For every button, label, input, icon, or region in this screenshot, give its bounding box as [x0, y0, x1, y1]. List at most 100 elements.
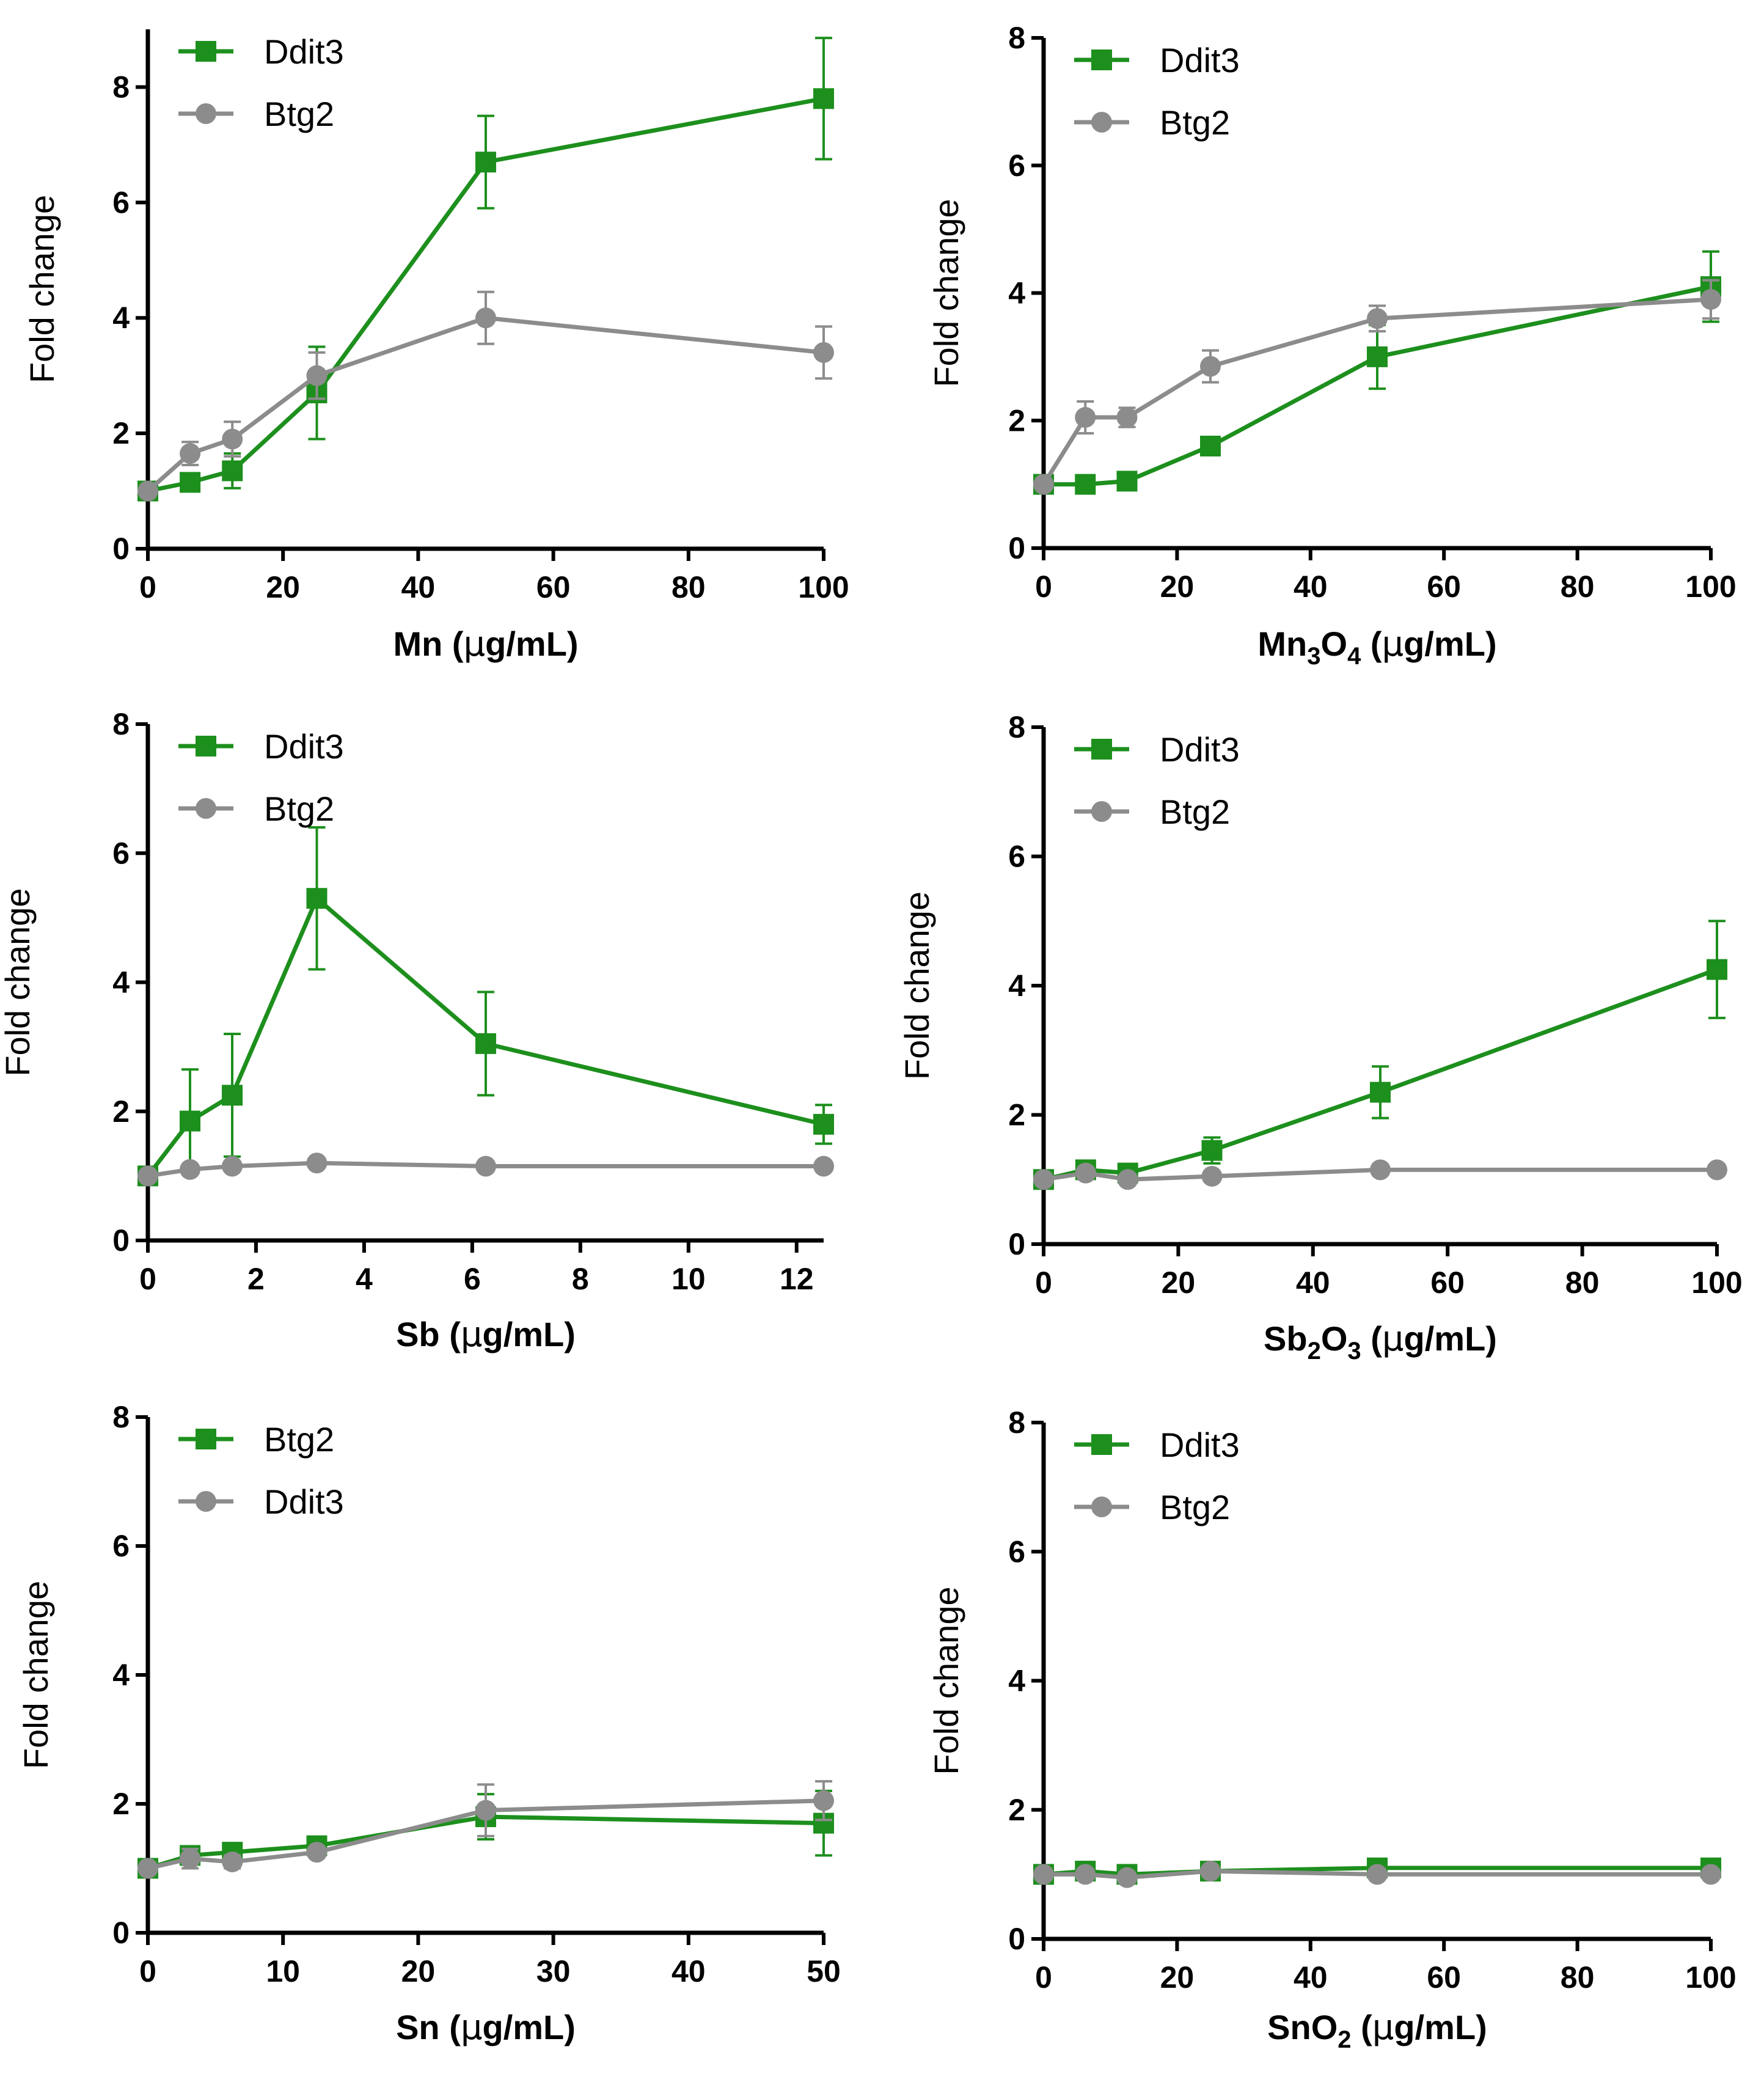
y-tick-label: 4: [1008, 1664, 1025, 1698]
legend-label: Ddit3: [264, 727, 344, 766]
x-axis-title-part: 2: [1338, 2026, 1351, 2053]
legend-label: Ddit3: [1160, 1426, 1240, 1464]
x-tick-label: 40: [1294, 570, 1328, 604]
legend-marker-circle: [1091, 112, 1112, 133]
x-tick-label: 20: [1162, 1266, 1196, 1300]
data-point-circle: [475, 1156, 496, 1177]
x-axis-title-part: (: [1361, 1319, 1383, 1358]
x-tick-label: 2: [247, 1262, 265, 1296]
x-tick-label: 80: [1565, 1266, 1600, 1300]
x-tick-label: 0: [1035, 1960, 1052, 1995]
legend-label: Btg2: [264, 1420, 334, 1459]
x-tick-label: 0: [139, 570, 156, 604]
y-tick-label: 2: [112, 1787, 130, 1821]
data-point-circle: [1116, 407, 1138, 428]
legend-marker-square: [196, 41, 216, 62]
data-point-square: [813, 1113, 834, 1135]
data-point-circle: [1367, 308, 1388, 329]
x-axis-title: Sn (μg/mL): [396, 2008, 576, 2048]
y-tick-label: 6: [1008, 148, 1025, 183]
data-point-circle: [1033, 474, 1054, 495]
y-tick-label: 0: [112, 1223, 130, 1258]
legend-marker-square: [196, 736, 216, 756]
legend-marker-circle: [1091, 1496, 1112, 1517]
data-point-circle: [813, 1790, 834, 1811]
x-axis-title-part: μ: [1382, 1319, 1404, 1359]
series-line: [1042, 297, 1711, 486]
y-tick-label: 2: [1008, 403, 1025, 438]
x-axis-title-part: g/mL): [482, 1315, 575, 1354]
data-point-square: [1707, 959, 1727, 980]
x-tick-label: 0: [1035, 570, 1052, 604]
data-point-circle: [1700, 288, 1721, 310]
legend-marker-square: [1091, 1434, 1112, 1455]
x-axis-title: Mn3O4 (μg/mL): [1257, 625, 1496, 670]
x-axis-title-part: g/mL): [485, 625, 578, 663]
y-tick-label: 2: [1008, 1098, 1025, 1132]
y-tick-label: 0: [1008, 1922, 1025, 1956]
x-axis-title: SnO2 (μg/mL): [1267, 2008, 1487, 2053]
y-tick-label: 6: [112, 1529, 130, 1563]
chart-panel-5: 0 2 4 6 8 0 10 20 30 40 50 Fold change Sn (μg/mL) Btg…: [16, 1400, 841, 2048]
x-axis-title: Sb2O3 (μg/mL): [1264, 1319, 1497, 1365]
legend-marker-square: [196, 1429, 216, 1449]
y-tick-label: 4: [1008, 276, 1025, 310]
chart-panel-3: 0 2 4 6 8 0 2 4 6 8 10 12 Fold change Sb (μg/mL) Ddit3…: [0, 707, 834, 1355]
data-point-circle: [1707, 1159, 1727, 1181]
x-axis-title-part: Sb: [1264, 1319, 1308, 1358]
data-point-circle: [137, 480, 158, 502]
legend-marker-circle: [1091, 801, 1112, 822]
data-point-square: [222, 1085, 243, 1106]
data-point-square: [180, 1110, 201, 1132]
series-btg2: [137, 1152, 834, 1187]
legend-label: Ddit3: [1160, 41, 1240, 79]
data-point-circle: [1370, 1159, 1391, 1181]
y-tick-label: 2: [112, 416, 130, 450]
x-axis-title-part: Sn (: [396, 2008, 461, 2046]
data-point-circle: [180, 1159, 201, 1180]
data-point-square: [475, 152, 496, 173]
series-ddit3: [1033, 250, 1721, 495]
y-axis-title: Fold change: [23, 195, 61, 383]
y-tick-label: 0: [112, 532, 130, 566]
x-tick-label: 10: [266, 1954, 300, 1988]
x-axis-title-part: 3: [1307, 643, 1320, 670]
x-tick-label: 50: [807, 1954, 841, 1988]
data-point-square: [1075, 474, 1096, 495]
data-point-circle: [306, 365, 328, 386]
x-axis-title-part: (: [1352, 2008, 1373, 2046]
y-tick-label: 8: [1008, 710, 1025, 744]
data-point-square: [180, 472, 201, 493]
legend-label: Btg2: [1160, 103, 1230, 142]
data-point-circle: [1117, 1169, 1138, 1190]
y-axis-title: Fold change: [927, 199, 965, 387]
x-axis-title-part: 2: [1308, 1338, 1321, 1365]
y-tick-label: 4: [112, 301, 130, 335]
y-tick-label: 0: [1008, 1227, 1025, 1261]
data-point-circle: [137, 1858, 158, 1879]
x-tick-label: 100: [1691, 1266, 1742, 1300]
data-point-circle: [475, 307, 496, 329]
legend-label: Ddit3: [264, 1482, 344, 1521]
x-tick-label: 6: [464, 1262, 481, 1296]
x-axis-title-part: O: [1321, 625, 1348, 663]
x-tick-label: 80: [672, 570, 706, 604]
y-tick-label: 4: [112, 1658, 130, 1692]
data-point-circle: [306, 1842, 328, 1863]
data-point-circle: [222, 1156, 243, 1177]
y-tick-label: 0: [112, 1916, 130, 1950]
x-tick-label: 40: [1294, 1960, 1328, 1995]
x-tick-label: 12: [780, 1262, 814, 1296]
y-tick-label: 8: [112, 70, 130, 104]
legend-marker-square: [1091, 739, 1112, 760]
data-point-circle: [137, 1165, 158, 1187]
y-tick-label: 8: [1008, 21, 1025, 55]
x-axis-title-part: O: [1321, 1319, 1348, 1358]
x-axis-title-part: SnO: [1267, 2008, 1338, 2046]
x-tick-label: 20: [1160, 570, 1195, 604]
legend-marker-circle: [196, 1491, 216, 1512]
x-axis-title-part: 3: [1347, 1338, 1361, 1365]
